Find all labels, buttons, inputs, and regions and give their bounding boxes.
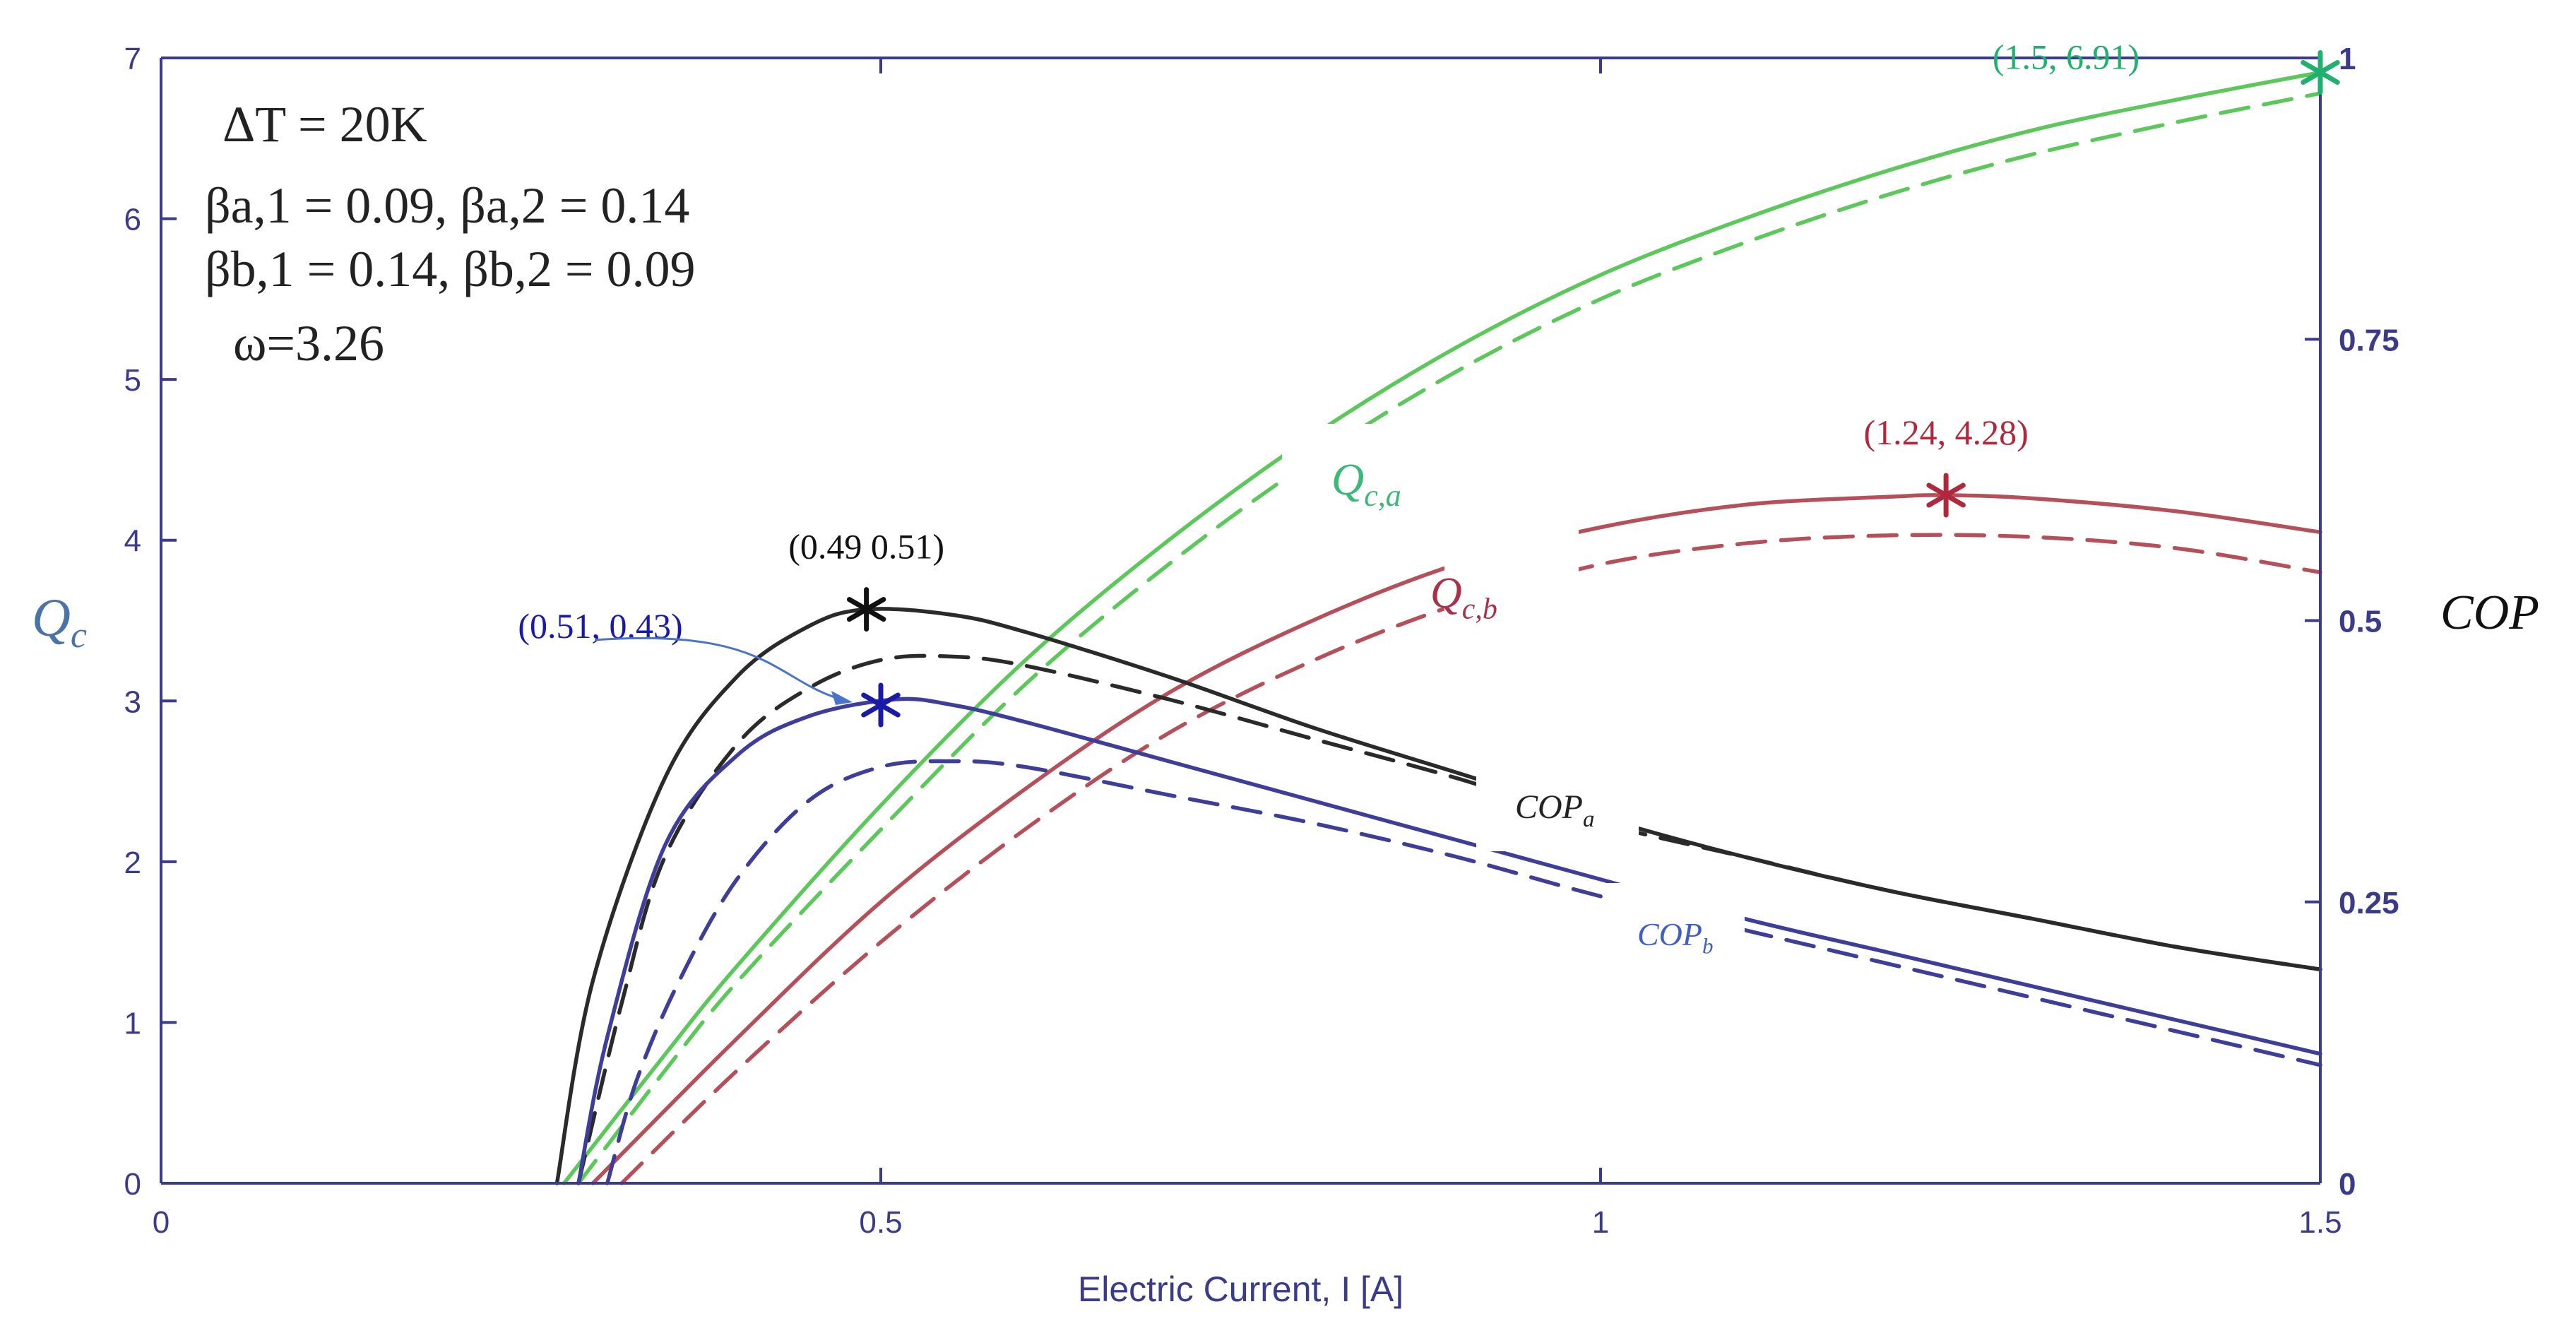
series-line-0 xyxy=(562,70,2322,1185)
peak-cop-a-label: (0.49 0.51) xyxy=(788,527,944,567)
x-tick-label-0: 0 xyxy=(153,1205,170,1240)
curve-label-0: Qc,a xyxy=(1331,454,1401,513)
curve-label-3: COPb xyxy=(1637,916,1714,959)
y-right-tick-label-2: 0.5 xyxy=(2339,605,2382,639)
y-left-tick-label-6: 6 xyxy=(124,203,141,237)
peak-cop-b-marker xyxy=(861,682,901,728)
y-axis-right-title: COP xyxy=(2440,586,2539,640)
label-gap-2 xyxy=(1476,752,1639,851)
peak-cop-b-arrow xyxy=(594,636,850,703)
peak-qc-b-label: (1.24, 4.28) xyxy=(1863,413,2028,452)
y-axis-left-title: Qc xyxy=(32,588,87,656)
series-line-7 xyxy=(605,759,2322,1185)
x-tick-label-2: 1 xyxy=(1592,1205,1609,1240)
y-left-tick-label-1: 1 xyxy=(124,1006,141,1041)
y-right-tick-label-4: 1 xyxy=(2339,42,2356,76)
end-qc-a-marker xyxy=(2301,49,2340,95)
series-line-1 xyxy=(576,91,2322,1185)
x-axis-title: Electric Current, I [A] xyxy=(1078,1269,1403,1309)
y-right-tick-label-3: 0.75 xyxy=(2339,323,2399,357)
x-tick-label-1: 0.5 xyxy=(859,1205,902,1240)
parameter-omega: ω=3.26 xyxy=(233,315,384,372)
annotations: (0.49 0.51)(0.51, 0.43)(1.24, 4.28)(1.5,… xyxy=(205,37,2139,958)
series-line-5 xyxy=(576,653,2322,1185)
parameter-dt: ΔT = 20K xyxy=(222,96,427,153)
peak-qc-b-marker xyxy=(1926,473,1966,518)
label-gap-3 xyxy=(1603,883,1745,968)
y-left-tick-label-4: 4 xyxy=(124,524,141,559)
y-left-tick-label-2: 2 xyxy=(124,846,141,880)
y-left-tick-label-0: 0 xyxy=(124,1167,141,1202)
x-tick-label-3: 1.5 xyxy=(2298,1205,2341,1240)
peak-cop-b-arrowhead xyxy=(831,690,853,705)
parameter-beta_a: βa,1 = 0.09, βa,2 = 0.14 xyxy=(205,177,689,234)
markers xyxy=(846,49,2340,728)
curve-label-1: Qc,b xyxy=(1430,569,1497,626)
end-qc-a-label: (1.5, 6.91) xyxy=(1993,37,2139,76)
peak-cop-a-marker xyxy=(846,587,886,632)
y-left-tick-label-3: 3 xyxy=(124,685,141,719)
label-gap-1 xyxy=(1444,516,1579,639)
parameter-beta_b: βb,1 = 0.14, βb,2 = 0.09 xyxy=(205,241,695,297)
y-left-tick-label-5: 5 xyxy=(124,363,141,398)
y-right-tick-label-0: 0 xyxy=(2339,1167,2356,1202)
y-right-tick-label-1: 0.25 xyxy=(2339,886,2399,920)
curve-label-2: COPa xyxy=(1515,788,1595,832)
series-line-6 xyxy=(576,697,2322,1185)
y-left-tick-label-7: 7 xyxy=(124,42,141,76)
series-line-4 xyxy=(554,607,2322,1185)
series-lines xyxy=(554,70,2322,1185)
